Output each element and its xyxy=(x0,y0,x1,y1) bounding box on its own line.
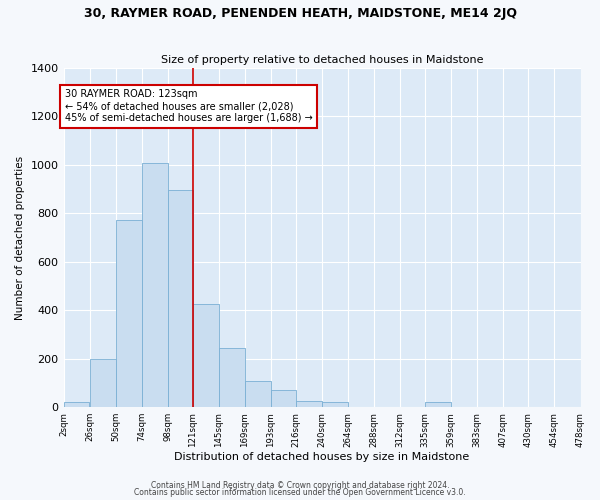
Bar xyxy=(271,390,296,407)
Title: Size of property relative to detached houses in Maidstone: Size of property relative to detached ho… xyxy=(161,56,483,66)
Bar xyxy=(64,402,89,407)
Bar xyxy=(193,304,218,407)
Bar xyxy=(168,190,193,407)
Text: Contains HM Land Registry data © Crown copyright and database right 2024.: Contains HM Land Registry data © Crown c… xyxy=(151,480,449,490)
Bar xyxy=(425,402,451,407)
Bar xyxy=(322,402,348,407)
Bar xyxy=(296,401,322,407)
Bar xyxy=(219,348,245,407)
Bar xyxy=(142,164,167,407)
Bar xyxy=(116,220,142,407)
X-axis label: Distribution of detached houses by size in Maidstone: Distribution of detached houses by size … xyxy=(175,452,470,462)
Bar xyxy=(245,380,271,407)
Y-axis label: Number of detached properties: Number of detached properties xyxy=(15,156,25,320)
Bar xyxy=(90,358,116,407)
Text: Contains public sector information licensed under the Open Government Licence v3: Contains public sector information licen… xyxy=(134,488,466,497)
Text: 30 RAYMER ROAD: 123sqm
← 54% of detached houses are smaller (2,028)
45% of semi-: 30 RAYMER ROAD: 123sqm ← 54% of detached… xyxy=(65,90,313,122)
Text: 30, RAYMER ROAD, PENENDEN HEATH, MAIDSTONE, ME14 2JQ: 30, RAYMER ROAD, PENENDEN HEATH, MAIDSTO… xyxy=(83,8,517,20)
